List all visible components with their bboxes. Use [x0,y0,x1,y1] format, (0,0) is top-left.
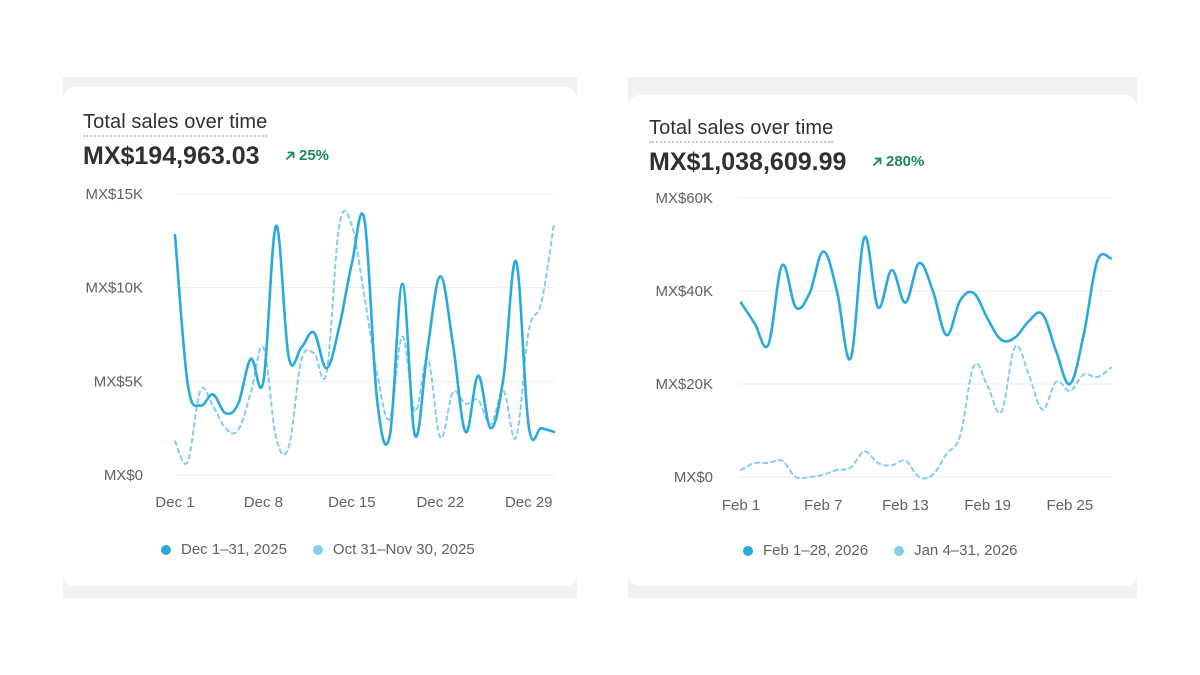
x-tick-label: Feb 7 [804,497,842,514]
change-badge-right: 280% [872,153,924,170]
legend-label-comparison-left: Oct 31–Nov 30, 2025 [332,541,475,558]
legend-dot-current [743,545,753,556]
legend-item-comparison-left[interactable]: Oct 31–Nov 30, 2025 [312,541,475,558]
chart-title-right[interactable]: Total sales over time [649,117,834,143]
y-tick-label: MX$60K [655,190,713,207]
series-line-current [739,235,1113,386]
y-tick-label: MX$0 [674,469,713,486]
x-tick-label: Dec 15 [328,494,376,511]
x-tick-label: Dec 8 [244,494,283,511]
y-tick-label: MX$40K [655,283,713,300]
x-tick-label: Dec 1 [155,494,194,511]
series-line-comparison [174,209,555,465]
series-line-comparison [740,344,1112,480]
series-line-current [173,212,556,446]
sales-line-chart-right: MX$0 MX$20K MX$40K MX$60K Feb 1 Feb 7 Feb 13 Fe… [655,190,1113,514]
x-tick-label: Feb 25 [1047,497,1094,514]
x-tick-label: Feb 13 [882,497,929,514]
chart-title-left[interactable]: Total sales over time [83,111,268,137]
legend-dot-comparison [894,545,905,556]
legend-item-current-right[interactable]: Feb 1–28, 2026 [743,542,868,559]
x-tick-label: Dec 22 [417,494,465,511]
chart-legend-left: Dec 1–31, 2025 Oct 31–Nov 30, 2025 [161,541,501,558]
legend-dot-current [161,544,171,555]
chart-card-left [63,87,577,586]
y-tick-label: MX$10K [85,280,143,297]
arrow-up-right-icon [873,157,882,166]
y-tick-label: MX$0 [104,467,143,484]
change-percent-left: 25% [299,147,330,164]
chart-legend-right: Feb 1–28, 2026 Jan 4–31, 2026 [743,542,1044,559]
arrow-up-right-icon [286,151,295,160]
chart-panel-left [63,77,577,598]
legend-label-current-left: Dec 1–31, 2025 [181,541,287,558]
sales-line-chart-left: MX$0 MX$5K MX$10K MX$15K Dec 1 Dec 8 Dec 15 Dec… [85,186,556,511]
x-tick-label: Dec 29 [505,494,553,511]
legend-item-comparison-right[interactable]: Jan 4–31, 2026 [894,542,1018,559]
change-badge-left: 25% [285,147,329,164]
y-tick-label: MX$5K [94,373,143,390]
y-tick-label: MX$20K [655,376,713,393]
y-tick-label: MX$15K [85,186,143,203]
legend-dot-comparison [312,544,323,555]
change-percent-right: 280% [886,153,925,170]
total-sales-value-left: MX$194,963.03 [83,142,260,170]
total-sales-value-right: MX$1,038,609.99 [649,148,847,176]
x-tick-label: Feb 1 [722,497,760,514]
x-tick-label: Feb 19 [964,497,1011,514]
legend-label-current-right: Feb 1–28, 2026 [763,542,869,559]
legend-item-current-left[interactable]: Dec 1–31, 2025 [161,541,287,558]
legend-label-comparison-right: Jan 4–31, 2026 [914,542,1018,559]
